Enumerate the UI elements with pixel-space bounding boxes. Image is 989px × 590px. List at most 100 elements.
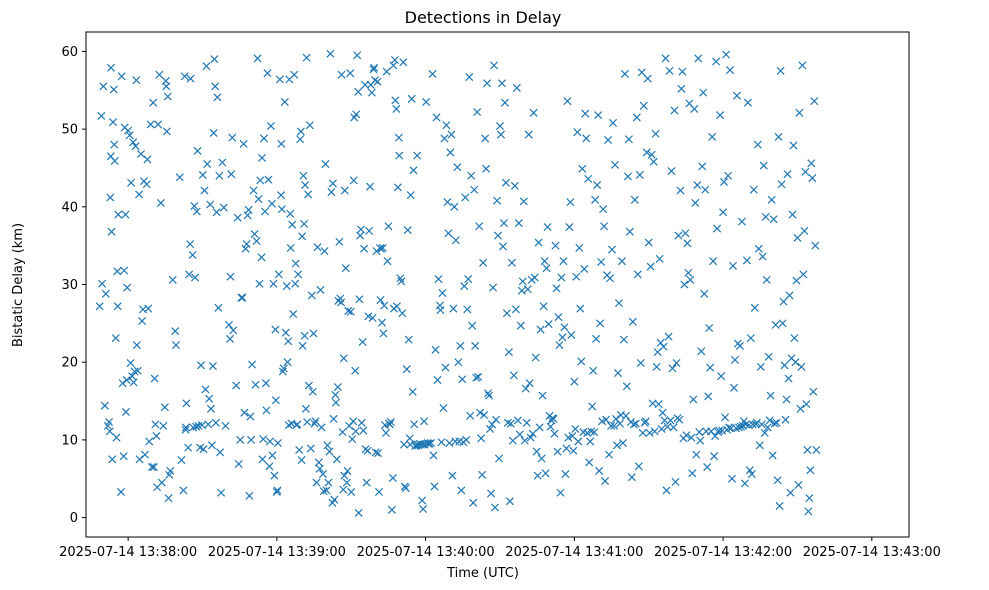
data-point [464,275,473,284]
data-point [617,257,626,266]
data-point [214,303,223,312]
data-point [442,121,451,130]
data-point [801,167,810,176]
data-point [155,70,164,79]
data-point [430,482,439,491]
data-point [332,455,341,464]
data-point [154,120,163,129]
data-point [179,486,188,495]
data-point [532,447,541,456]
data-point [492,196,502,205]
y-tick-label: 50 [61,123,78,138]
data-point [149,98,158,107]
y-tick-label: 0 [70,511,78,526]
data-point [262,406,271,415]
data-point [342,478,351,487]
data-point [593,181,602,190]
data-point [612,441,622,450]
data-point [206,200,215,209]
data-point [594,111,603,120]
data-point [623,172,632,181]
y-tick-label: 60 [61,45,78,60]
data-point [694,54,703,63]
data-point [601,477,610,486]
data-point [602,415,611,424]
data-point [767,195,776,204]
data-point [371,448,380,457]
data-point [599,205,608,214]
data-point [316,285,325,294]
data-point [237,293,246,302]
data-point [686,275,695,284]
data-point [759,161,768,170]
data-point [761,212,770,221]
data-point [277,139,286,148]
data-point [273,438,282,448]
data-point [137,316,147,326]
data-point [735,341,744,350]
data-point [786,488,795,497]
data-point [535,423,544,432]
data-point [562,444,571,453]
data-point [113,267,122,276]
data-point [747,470,756,479]
data-point [693,181,702,190]
data-point [190,202,199,211]
data-point [277,191,286,200]
data-point [110,156,119,165]
data-point [370,63,379,72]
data-point [432,113,441,122]
data-point [428,69,437,78]
data-point [708,132,717,141]
data-point [592,334,601,343]
data-point [664,332,673,341]
data-point [597,257,606,266]
data-point [211,418,220,427]
data-point [576,304,585,313]
data-points [95,49,821,517]
data-point [319,487,328,496]
data-point [642,148,651,157]
data-point [660,416,669,425]
data-point [448,471,457,480]
x-tick-label: 2025-07-14 13:43:00 [803,545,941,560]
data-point [259,435,268,444]
data-point [110,140,119,149]
data-point [271,396,280,405]
data-point [302,53,311,62]
data-point [233,213,242,222]
data-point [392,104,401,113]
data-point [682,431,691,440]
data-point [506,419,515,428]
data-point [422,97,431,106]
data-point [114,210,123,219]
data-point [205,394,214,403]
data-point [390,55,399,64]
data-point [460,282,469,291]
data-point [489,283,498,292]
data-point [790,334,799,343]
data-point [641,417,650,426]
data-point [406,191,415,200]
data-point [712,57,721,66]
data-point [265,437,274,446]
data-point [391,96,400,105]
data-point [646,262,655,271]
data-point [450,202,459,211]
data-point [204,420,213,429]
data-point [595,466,604,475]
data-point [344,306,353,315]
data-point [438,289,447,298]
data-point [259,134,269,143]
data-point [446,148,455,157]
data-point [624,135,633,144]
data-point [563,97,572,106]
data-point [764,352,773,361]
data-point [651,129,660,138]
data-point [692,450,701,459]
data-point [525,379,534,388]
data-point [301,181,310,190]
data-point [804,507,813,516]
data-point [512,83,521,92]
data-point [573,128,582,137]
